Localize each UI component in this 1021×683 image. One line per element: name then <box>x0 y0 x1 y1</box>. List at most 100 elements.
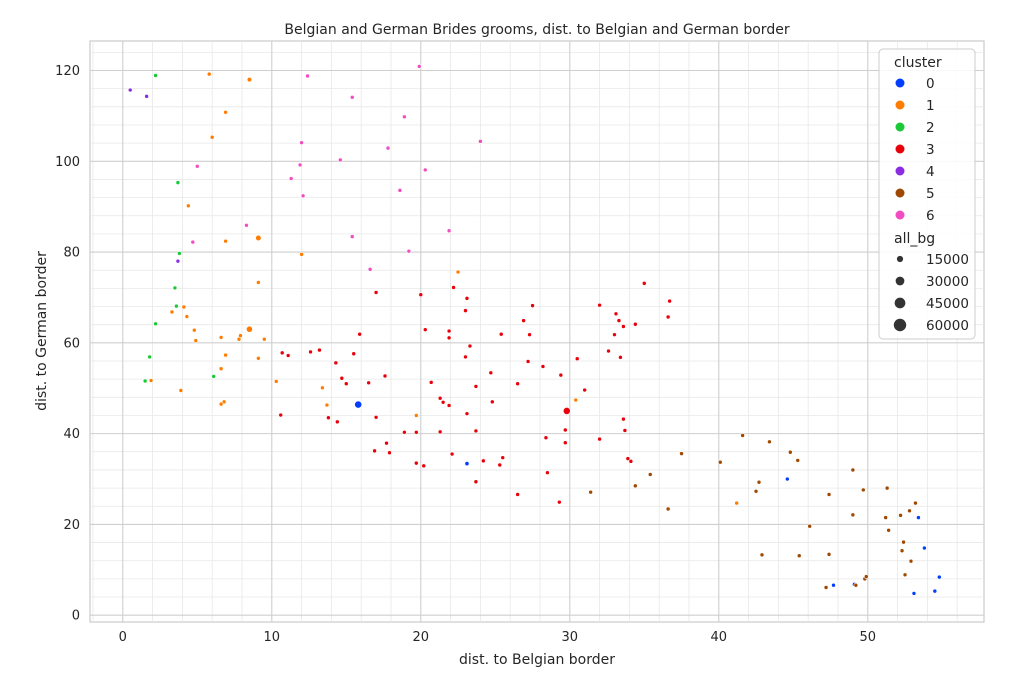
legend-size-title: all_bg <box>894 231 935 247</box>
point-cluster-6 <box>402 114 407 120</box>
point-cluster-3 <box>326 415 331 421</box>
point-cluster-3 <box>449 451 455 457</box>
point-cluster-5 <box>886 528 891 533</box>
point-cluster-3 <box>357 331 362 337</box>
point-cluster-3 <box>622 428 628 433</box>
point-cluster-1 <box>209 134 215 140</box>
point-cluster-5 <box>863 574 869 579</box>
legend-label-cluster-6: 6 <box>926 208 935 224</box>
point-cluster-3 <box>422 327 428 332</box>
point-cluster-6 <box>367 267 373 272</box>
point-cluster-1 <box>206 71 212 77</box>
point-cluster-0 <box>464 461 470 467</box>
point-cluster-5 <box>740 433 745 438</box>
point-cluster-3 <box>308 349 313 355</box>
legend-marker-cluster-6 <box>895 210 905 220</box>
point-cluster-6 <box>190 239 196 245</box>
point-cluster-3 <box>464 296 470 301</box>
point-cluster-5 <box>884 485 890 491</box>
point-cluster-6 <box>300 193 306 199</box>
point-cluster-6 <box>422 167 428 173</box>
legend-marker-cluster-5 <box>895 188 905 198</box>
legend-label-cluster-0: 0 <box>926 76 935 92</box>
point-cluster-5 <box>665 506 671 512</box>
point-cluster-5 <box>908 558 914 564</box>
point-cluster-3 <box>451 285 456 290</box>
point-cluster-3 <box>473 384 479 389</box>
point-cluster-5 <box>796 553 802 559</box>
major-grid <box>90 41 984 622</box>
point-cluster-5 <box>823 585 829 590</box>
point-cluster-3 <box>613 311 619 317</box>
point-cluster-5 <box>826 552 832 557</box>
point-cluster-5 <box>850 467 856 473</box>
point-cluster-3 <box>384 440 389 446</box>
point-cluster-5 <box>883 515 888 520</box>
point-cluster-1 <box>223 352 228 358</box>
point-cluster-5 <box>807 523 812 529</box>
point-cluster-5 <box>588 489 593 495</box>
x-tick-labels: 0 10 20 30 40 50 <box>119 630 876 645</box>
point-cluster-1 <box>192 327 197 333</box>
point-cluster-3 <box>625 456 631 461</box>
point-cluster-5 <box>861 487 866 493</box>
point-cluster-3 <box>557 499 562 505</box>
point-cluster-5 <box>787 449 793 455</box>
point-cluster-3 <box>463 308 468 313</box>
point-cluster-3 <box>440 400 446 405</box>
point-cluster-1 <box>573 397 579 403</box>
point-cluster-3 <box>428 380 434 385</box>
point-cluster-3 <box>339 375 345 381</box>
point-cluster-5 <box>753 488 759 494</box>
x-tick-label: 30 <box>562 630 579 645</box>
point-cluster-1 <box>178 388 184 393</box>
point-cluster-3 <box>464 411 470 416</box>
point-cluster-3 <box>545 470 550 475</box>
point-cluster-1 <box>221 399 227 405</box>
x-axis-label: dist. to Belgian border <box>459 652 615 668</box>
point-cluster-3 <box>530 303 535 308</box>
point-cluster-6 <box>297 162 303 168</box>
point-cluster-5 <box>767 439 772 445</box>
legend-size-marker <box>896 255 904 263</box>
point-cluster-3 <box>446 328 452 334</box>
point-cluster-3 <box>317 347 322 353</box>
point-cluster-3 <box>382 373 388 379</box>
point-cluster-5 <box>898 513 903 518</box>
point-cluster-2 <box>177 251 182 256</box>
point-cluster-3 <box>473 479 479 485</box>
legend-label-cluster-1: 1 <box>926 98 935 114</box>
point-cluster-3 <box>582 387 587 393</box>
legend-marker-cluster-2 <box>895 122 905 132</box>
point-cluster-3 <box>473 428 479 434</box>
point-cluster-3 <box>621 416 626 422</box>
legend-box <box>878 48 976 340</box>
x-tick-label: 50 <box>860 630 877 645</box>
point-cluster-0 <box>922 545 927 551</box>
point-cluster-3 <box>665 314 671 320</box>
point-cluster-3 <box>421 463 427 469</box>
point-cluster-1 <box>223 109 228 115</box>
point-cluster-3 <box>621 324 626 329</box>
point-cluster-3 <box>372 448 377 454</box>
y-tick-label: 80 <box>63 246 80 261</box>
point-cluster-6 <box>446 228 452 234</box>
point-cluster-3 <box>463 354 468 360</box>
point-cluster-3 <box>563 427 568 433</box>
point-cluster-1 <box>262 336 267 342</box>
point-cluster-0 <box>831 582 836 588</box>
point-cluster-1 <box>181 304 187 310</box>
point-cluster-3 <box>497 462 503 468</box>
point-cluster-5 <box>633 483 638 489</box>
point-cluster-3 <box>387 450 392 455</box>
x-tick-label: 20 <box>413 630 430 645</box>
point-cluster-1 <box>414 413 419 418</box>
point-cluster-4 <box>127 87 133 93</box>
x-tick-label: 0 <box>119 630 127 645</box>
point-cluster-2 <box>211 374 216 379</box>
point-cluster-3 <box>279 350 285 356</box>
point-cluster-0 <box>785 476 790 482</box>
point-cluster-3 <box>641 281 647 286</box>
point-cluster-1 <box>148 378 154 383</box>
point-cluster-3 <box>500 455 506 460</box>
